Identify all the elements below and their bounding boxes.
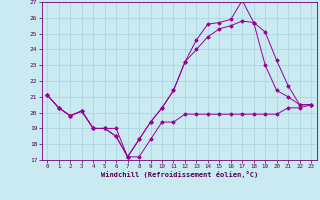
X-axis label: Windchill (Refroidissement éolien,°C): Windchill (Refroidissement éolien,°C) — [100, 171, 258, 178]
